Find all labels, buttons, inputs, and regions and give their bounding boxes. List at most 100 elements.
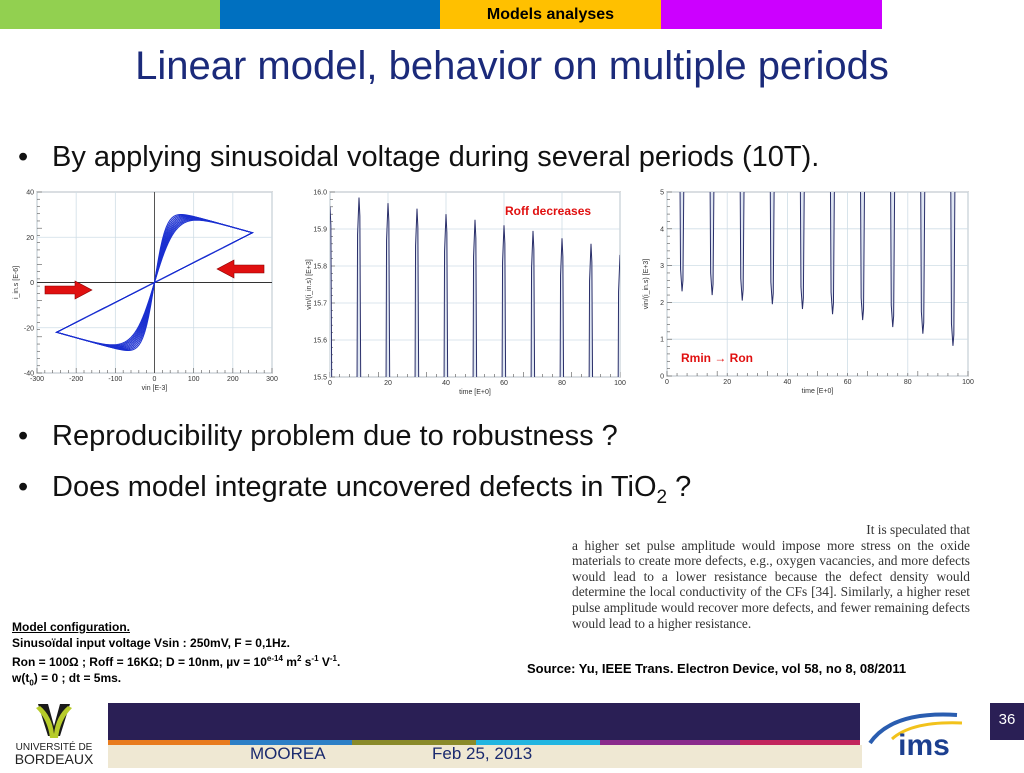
ims-logo-icon: ims [868, 712, 963, 762]
x-tick-label: 100 [188, 376, 200, 383]
x-tick-label: -200 [69, 376, 83, 383]
bullet-3: • Does model integrate uncovered defects … [18, 471, 691, 509]
t: . [337, 655, 341, 669]
data-spike [860, 192, 865, 321]
config-line: w(t0) = 0 ; dt = 5ms. [12, 670, 340, 691]
config-line: Ron = 100Ω ; Roff = 16KΩ; D = 10nm, µv =… [12, 651, 340, 670]
y-tick-label: 15.5 [313, 375, 327, 382]
subscript: 2 [656, 486, 668, 508]
svg-text:ims: ims [898, 729, 950, 762]
x-tick-label: 100 [962, 379, 974, 386]
plot-area [666, 191, 969, 377]
bullet-text: By applying sinusoidal voltage during se… [52, 141, 820, 173]
x-tick-label: 300 [266, 376, 278, 383]
data-spike [501, 225, 507, 377]
footer-stripe [476, 740, 600, 745]
t: s [301, 655, 312, 669]
data-spike [739, 192, 745, 301]
footer-band [108, 703, 860, 740]
arrow-left-icon [216, 259, 265, 279]
x-tick-label: 80 [558, 380, 566, 387]
source-citation: Source: Yu, IEEE Trans. Electron Device,… [527, 661, 907, 676]
section-label: Models analyses [440, 0, 661, 29]
data-spike [890, 192, 896, 328]
x-tick-label: 20 [384, 380, 392, 387]
t: ) = 0 ; dt = 5ms. [33, 671, 122, 685]
data-spike [443, 214, 449, 377]
data-spike [769, 192, 775, 305]
quote-body: a higher set pulse amplitude would impos… [572, 537, 970, 631]
bullet-text: Does model integrate uncovered defects i… [52, 471, 657, 503]
header-segment-blue [220, 0, 440, 29]
quote-first-line: It is speculated that [866, 522, 970, 537]
y-tick-label: 15.8 [313, 264, 327, 271]
x-tick-label: 80 [904, 379, 912, 386]
data-spike [588, 243, 594, 377]
data-spike [709, 192, 715, 296]
y-tick-label: 15.9 [313, 227, 327, 234]
data-spike [679, 192, 685, 292]
y-tick-label: 0 [660, 374, 664, 381]
ims-logo: ims [862, 703, 990, 768]
bullet-2: • Reproducibility problem due to robustne… [18, 420, 618, 453]
x-tick-label: 20 [723, 379, 731, 386]
chart-annotation: Roff decreases [505, 204, 591, 218]
bullet-dot: • [18, 471, 29, 503]
quoted-excerpt: It is speculated that a higher set pulse… [572, 522, 970, 631]
hysteresis-loop [55, 219, 254, 346]
t: Ron = 100Ω ; Roff = 16KΩ; D = 10nm, µv =… [12, 655, 267, 669]
x-tick-label: -100 [108, 376, 122, 383]
x-tick-label: 60 [500, 380, 508, 387]
svg-text:BORDEAUX: BORDEAUX [15, 751, 94, 767]
y-axis-label: i_in.s [E-6] [13, 266, 20, 299]
ron-chart: 0 20 40 60 80 100 0 1 2 3 4 5 time [E+0] vin/(i_in.s)… [643, 190, 974, 396]
model-configuration: Model configuration. Sinusoïdal input vo… [12, 619, 340, 691]
header-segment-magenta [661, 0, 882, 29]
footer-project: MOOREA [250, 744, 326, 763]
sup: -1 [329, 654, 337, 663]
footer-stripe [600, 740, 740, 745]
y-axis-label: vin/(i_in.s) [E+3] [643, 259, 650, 309]
footer-stripe [352, 740, 476, 745]
section-label-text: Models analyses [486, 5, 615, 23]
data-spike [920, 192, 926, 334]
x-tick-label: 0 [153, 376, 157, 383]
y-tick-label: 3 [660, 263, 664, 270]
x-tick-label: 0 [328, 380, 332, 387]
footer-stripe [740, 740, 860, 745]
y-tick-label: 1 [660, 337, 664, 344]
data-spike [385, 203, 391, 377]
header-segment-green [0, 0, 220, 29]
sup: -1 [311, 654, 319, 663]
config-heading: Model configuration. [12, 620, 130, 634]
y-tick-label: 15.7 [313, 301, 327, 308]
page-number: 36 [990, 703, 1024, 740]
sup: 2 [296, 654, 302, 663]
arrow-right-icon [44, 280, 93, 300]
footer-stripe [230, 740, 352, 745]
x-tick-label: 200 [227, 376, 239, 383]
t: m [282, 655, 297, 669]
sup: e-14 [266, 654, 283, 663]
y-tick-label: 2 [660, 300, 664, 307]
x-tick-label: 40 [442, 380, 450, 387]
x-tick-label: 60 [844, 379, 852, 386]
y-tick-label: -40 [24, 371, 34, 378]
x-tick-label: 100 [614, 380, 626, 387]
data-spike [799, 192, 805, 310]
t: w(t [12, 671, 30, 685]
x-tick-label: 40 [784, 379, 792, 386]
x-tick-label: -300 [30, 376, 44, 383]
y-tick-label: 5 [660, 190, 664, 197]
university-logo-icon: UNIVERSITÉ DE BORDEAUX [15, 704, 94, 767]
t: V [318, 655, 330, 669]
y-tick-label: 4 [660, 226, 664, 233]
bullet-dot: • [18, 141, 29, 173]
y-tick-label: 0 [30, 280, 34, 287]
data-spike [829, 192, 835, 315]
data-spike [356, 197, 362, 377]
bullet-text-end: ? [667, 471, 692, 503]
y-tick-label: 15.6 [313, 338, 327, 345]
roff-chart: 0 20 40 60 80 100 15.5 15.6 15.7 15.8 15.9 16.0 time… [306, 190, 626, 397]
